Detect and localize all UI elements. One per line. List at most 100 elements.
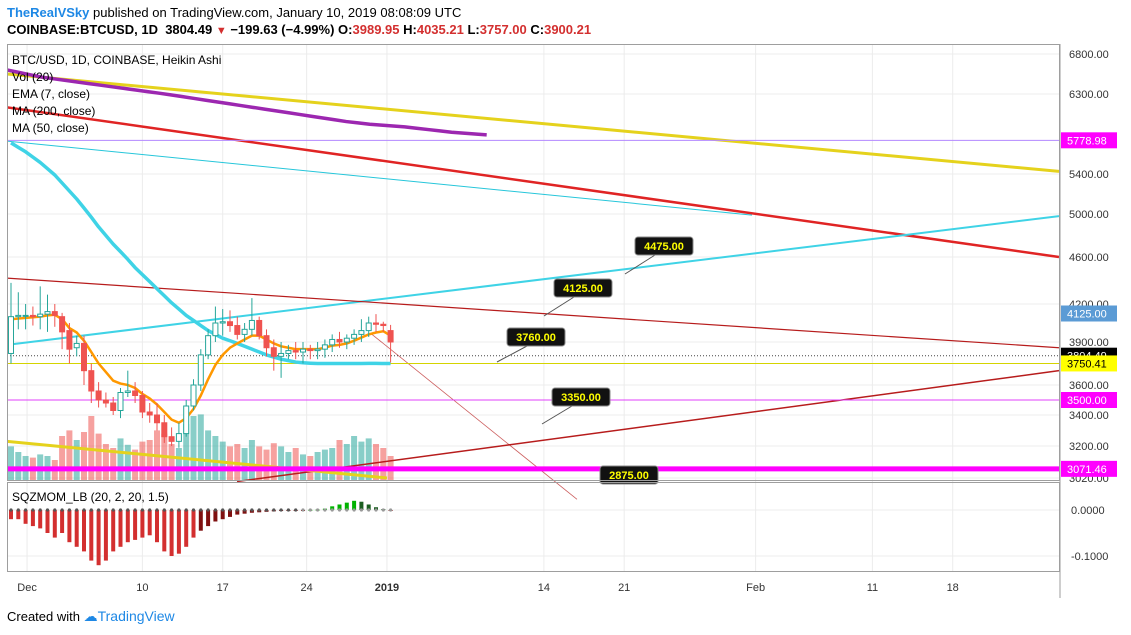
publish-info: published on TradingView.com, January 10… — [93, 5, 462, 20]
candle-body — [321, 344, 328, 350]
candle-body — [373, 322, 379, 325]
candles — [8, 282, 394, 448]
candle-body — [219, 321, 226, 324]
momentum-bar — [162, 510, 167, 552]
candle-body — [365, 322, 372, 332]
legend-ma200[interactable]: MA (200, close) — [12, 104, 95, 118]
candle-body — [263, 335, 270, 349]
momentum-bar — [147, 510, 152, 536]
volume-bar — [285, 452, 292, 480]
candle-body — [175, 433, 182, 442]
indicator-axis[interactable]: 0.0000 -0.1000 — [1071, 505, 1108, 563]
price-chart[interactable]: 4475.00 4125.00 3760.00 3350.00 2875.00 6800… — [7, 44, 1125, 598]
squeeze-dot — [104, 508, 108, 512]
momentum-bar — [235, 510, 240, 515]
squeeze-dot — [367, 508, 371, 512]
squeeze-dot — [352, 508, 356, 512]
price-tag-bg — [1061, 355, 1117, 372]
squeeze-dot — [60, 508, 64, 512]
volume-bar — [343, 444, 350, 480]
squeeze-dot — [243, 508, 247, 512]
legend-ema[interactable]: EMA (7, close) — [12, 87, 90, 101]
volume-bar — [183, 424, 190, 480]
close-label: C: — [530, 22, 545, 37]
legend-ma50[interactable]: MA (50, close) — [12, 121, 89, 135]
volume-bar — [270, 443, 277, 480]
indicator-legend[interactable]: SQZMOM_LB (20, 2, 20, 1.5) — [12, 490, 169, 504]
legend-vol[interactable]: Vol (20) — [12, 70, 53, 84]
trendline-red-upper — [7, 106, 1060, 259]
squeeze-dot — [111, 508, 115, 512]
annotation-2875.00: 2875.00 — [599, 465, 659, 485]
annotation-3760.00: 3760.00 — [496, 327, 566, 363]
price-tick-5000.00: 5000.00 — [1069, 209, 1109, 221]
momentum-bar — [206, 510, 211, 527]
squeeze-dot — [301, 508, 305, 512]
candle-body — [8, 316, 14, 354]
candle-body — [197, 354, 204, 386]
squeeze-dot — [199, 508, 203, 512]
momentum-bar — [111, 510, 116, 552]
candle-body — [278, 352, 285, 357]
volume-bar — [102, 444, 109, 480]
ma50-line — [10, 141, 391, 366]
annotation-3350.00: 3350.00 — [541, 387, 611, 425]
momentum-bar — [220, 510, 225, 520]
momentum-bar — [96, 510, 101, 566]
annotation-label: 3760.00 — [516, 332, 556, 344]
momentum-bar — [337, 504, 342, 510]
volume-bar — [197, 414, 204, 480]
price-tick-3600.00: 3600.00 — [1069, 380, 1109, 392]
grid-lines — [7, 44, 1059, 572]
squeeze-dot — [177, 508, 181, 512]
candle-body — [285, 350, 292, 354]
momentum-bar — [344, 502, 349, 510]
author-name[interactable]: TheRealVSky — [7, 5, 90, 20]
volume-bar — [234, 444, 241, 480]
candle-body — [190, 384, 197, 407]
volume-bar — [278, 446, 285, 480]
open-value: 3989.95 — [352, 22, 400, 37]
annotation-pointer — [541, 405, 573, 425]
volume-bar — [59, 436, 66, 480]
price-tag-label: 4125.00 — [1067, 309, 1107, 321]
tradingview-logo-icon[interactable]: ☁ — [83, 608, 98, 624]
squeeze-dot — [308, 508, 312, 512]
close-value: 3900.21 — [544, 22, 592, 37]
volume-bar — [190, 416, 197, 480]
candle-body — [102, 399, 109, 404]
squeeze-dot — [272, 508, 276, 512]
trendline-cyan-rising — [7, 215, 1060, 346]
tradingview-brand[interactable]: TradingView — [97, 608, 175, 624]
squeeze-dot — [257, 508, 261, 512]
volume-bar — [117, 438, 124, 480]
squeeze-dot — [118, 508, 123, 512]
momentum-bar — [74, 510, 79, 547]
indicator-tick--0.1000: -0.1000 — [1071, 551, 1108, 563]
squeeze-dot — [140, 508, 144, 512]
candle-body — [146, 411, 153, 416]
candle-body — [270, 347, 277, 357]
volume-bar — [358, 441, 365, 480]
momentum-bar — [118, 510, 123, 547]
low-value: 3757.00 — [479, 22, 527, 37]
momentum-bar — [16, 510, 21, 520]
candle-body — [110, 402, 117, 411]
price-tag-5778.98: 5778.98 — [1061, 132, 1117, 149]
momentum-bar — [133, 510, 138, 540]
price-axis[interactable]: 6800.006300.005400.005000.004600.004200.… — [1061, 49, 1117, 485]
volume-bar — [95, 433, 102, 480]
price-annotations: 4475.00 4125.00 3760.00 3350.00 2875.00 — [496, 236, 694, 485]
volume-bar — [175, 448, 182, 480]
squeeze-dot — [75, 508, 79, 512]
squeeze-dot — [162, 508, 166, 512]
candle-body — [336, 338, 343, 343]
time-tick-18: 18 — [947, 582, 959, 594]
momentum-bar — [60, 510, 65, 533]
price-tag-label: 3071.46 — [1067, 464, 1107, 476]
squeeze-dot — [345, 508, 349, 512]
momentum-bar — [52, 510, 57, 538]
momentum-bar — [67, 510, 72, 543]
volume-bar — [146, 440, 153, 480]
time-axis[interactable]: Dec 10 17 24 2019 14 21 Feb 11 18 — [17, 582, 959, 594]
